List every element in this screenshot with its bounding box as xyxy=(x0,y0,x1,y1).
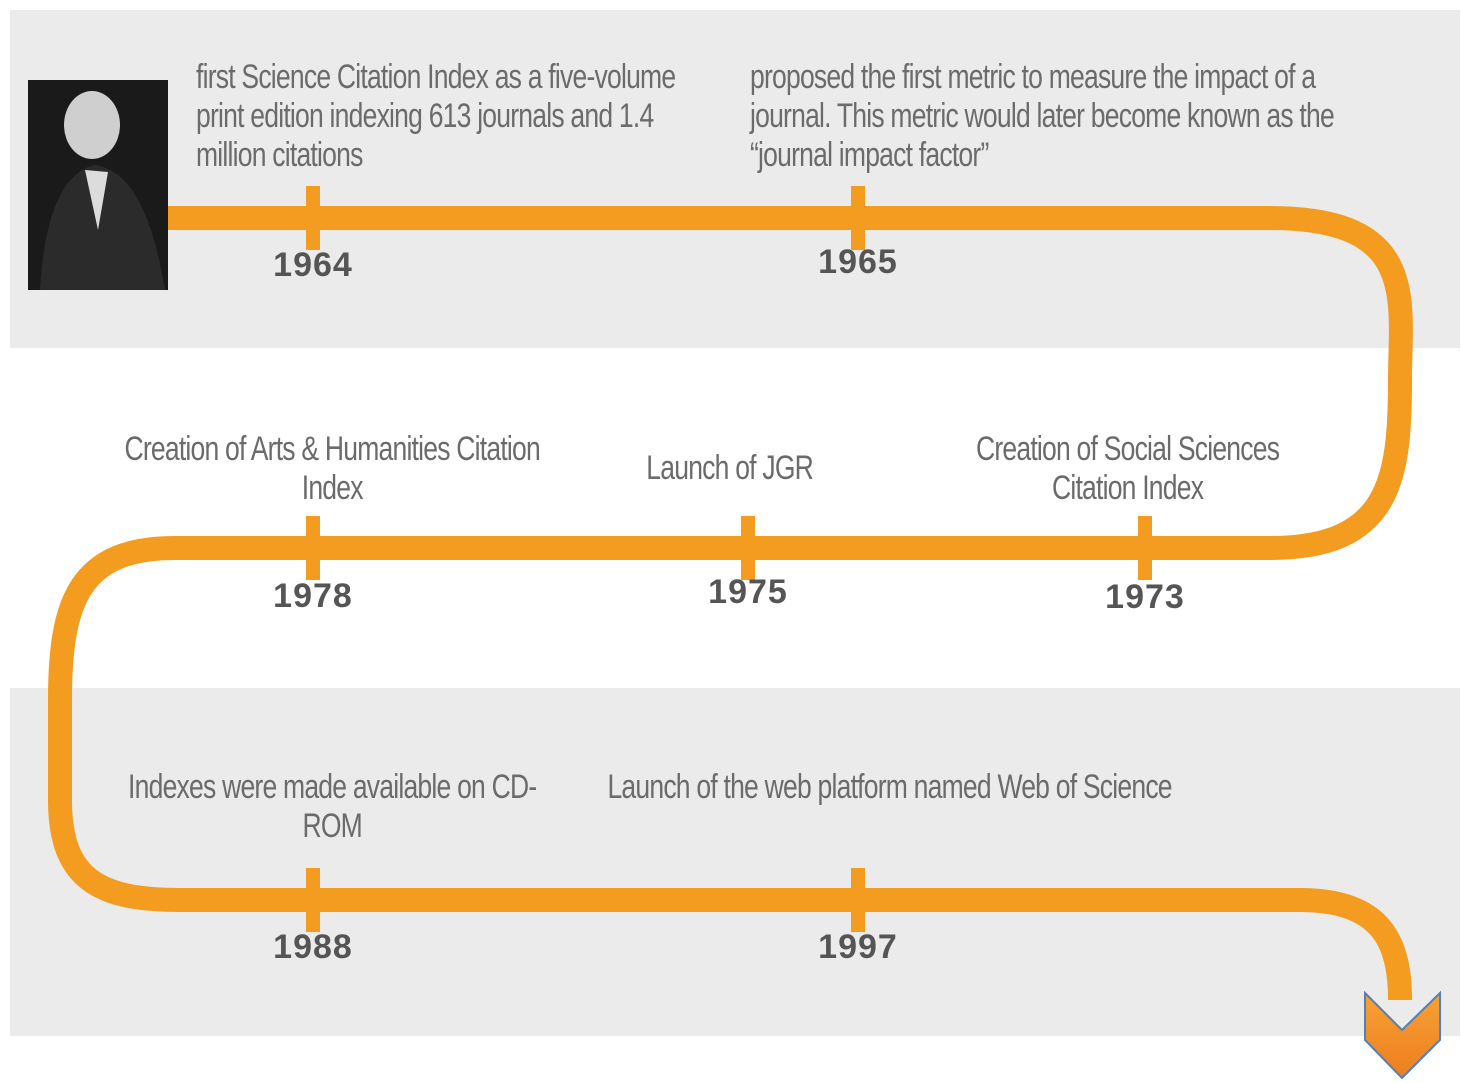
portrait xyxy=(28,80,168,290)
tick xyxy=(851,868,865,932)
event-year: 1964 xyxy=(233,246,393,285)
tick xyxy=(741,516,755,580)
tick xyxy=(851,186,865,250)
event-year: 1988 xyxy=(233,928,393,967)
tick xyxy=(1138,516,1152,580)
event-description: Creation of Arts & Humanities Citation I… xyxy=(122,430,542,508)
event-description: Launch of the web platform named Web of … xyxy=(590,768,1190,807)
event-year: 1975 xyxy=(668,573,828,612)
tick xyxy=(306,868,320,932)
event-year: 1997 xyxy=(778,928,938,967)
event-description: first Science Citation Index as a five-v… xyxy=(196,58,716,175)
event-description: Creation of Social Sciences Citation Ind… xyxy=(938,430,1318,508)
tick xyxy=(306,186,320,250)
event-year: 1978 xyxy=(233,577,393,616)
event-year: 1965 xyxy=(778,243,938,282)
event-description: proposed the first metric to measure the… xyxy=(750,58,1390,175)
event-year: 1973 xyxy=(1065,578,1225,617)
band xyxy=(10,688,1460,1036)
event-description: Indexes were made available on CD-ROM xyxy=(122,768,542,846)
tick xyxy=(306,516,320,580)
event-description: Launch of JGR xyxy=(600,449,860,488)
timeline-page: 1964 first Science Citation Index as a fi… xyxy=(0,0,1461,1083)
